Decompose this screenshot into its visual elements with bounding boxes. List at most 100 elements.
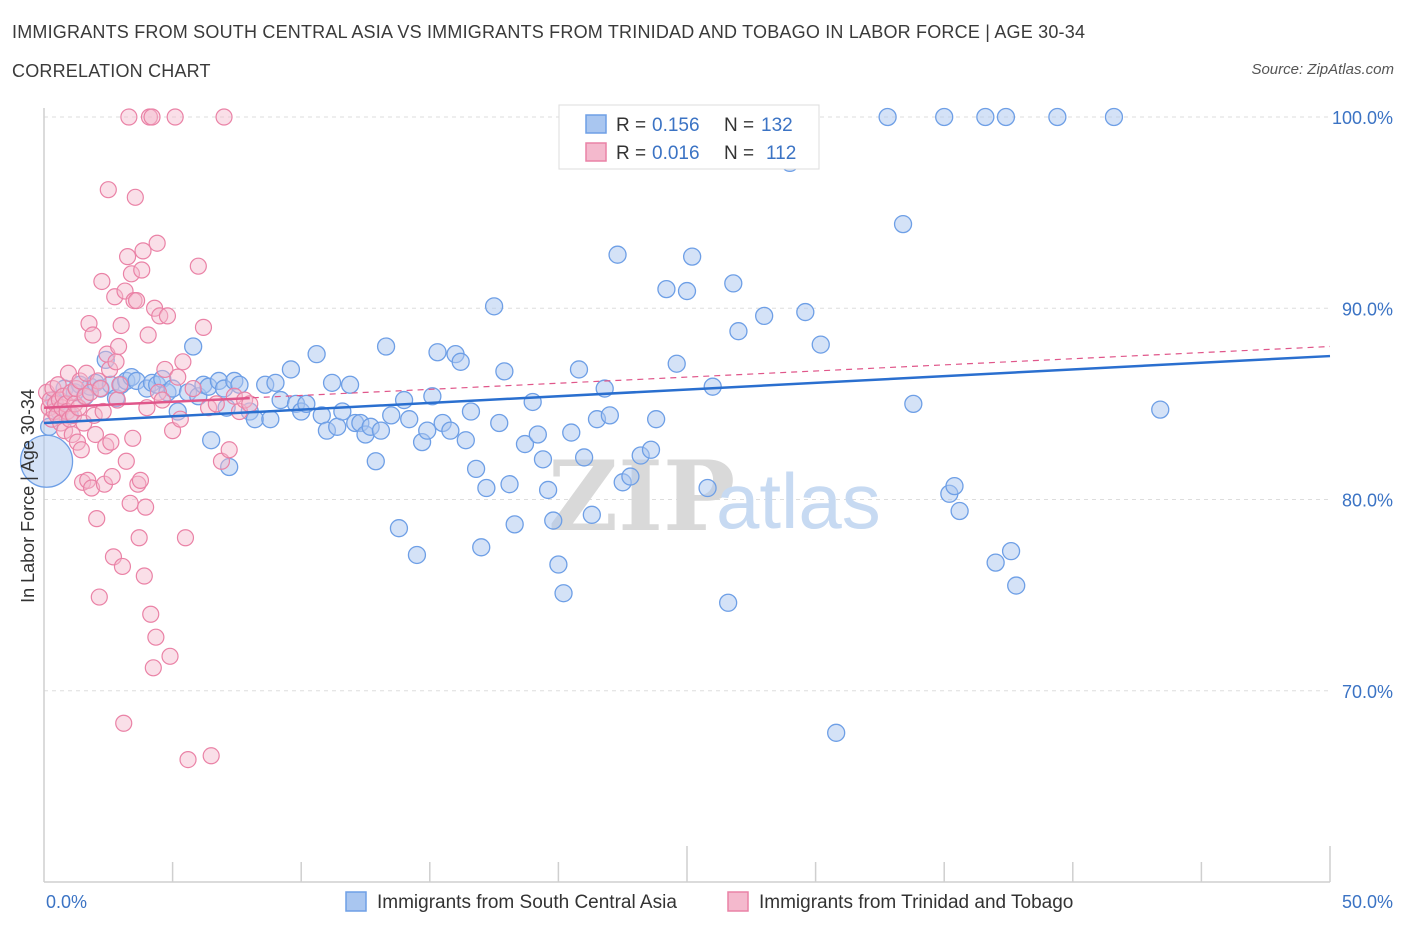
data-point-trinidad-tobago [169, 368, 187, 386]
data-point-south-central-asia [657, 279, 676, 299]
data-point-trinidad-tobago [124, 429, 142, 447]
data-point-south-central-asia [400, 410, 419, 429]
data-point-south-central-asia [600, 406, 619, 425]
data-point-south-central-asia [451, 352, 470, 371]
data-point-trinidad-tobago [118, 248, 137, 266]
data-point-south-central-asia [528, 425, 547, 444]
data-point-south-central-asia [878, 107, 897, 127]
data-point-trinidad-tobago [161, 647, 179, 665]
trend-lines [43, 345, 1331, 425]
data-point-trinidad-tobago [136, 498, 155, 516]
data-point-trinidad-tobago [127, 292, 146, 310]
y-tick-label: 80.0% [1342, 491, 1393, 511]
data-point-south-central-asia [682, 247, 702, 266]
data-point-trinidad-tobago [90, 588, 108, 606]
data-point-south-central-asia [1048, 107, 1067, 127]
y-tick-label: 100.0% [1332, 108, 1393, 128]
data-point-south-central-asia [538, 480, 558, 500]
x-tick-label-min: 0.0% [46, 892, 87, 912]
data-point-south-central-asia [796, 302, 815, 322]
data-point-trinidad-tobago [171, 410, 189, 428]
data-point-south-central-asia [461, 402, 481, 421]
data-point-trinidad-tobago [111, 376, 129, 394]
data-point-south-central-asia [96, 350, 115, 370]
data-point-trinidad-tobago [158, 307, 177, 325]
data-point-trinidad-tobago [179, 750, 197, 769]
data-point-south-central-asia [394, 390, 414, 410]
data-point-south-central-asia [724, 274, 743, 293]
data-point-trinidad-tobago [86, 425, 105, 444]
data-point-trinidad-tobago [202, 747, 220, 765]
data-point-trinidad-tobago [102, 433, 120, 451]
legend-series-pink-label: Immigrants from Trinidad and Tobago [759, 892, 1073, 913]
data-point-south-central-asia [608, 245, 627, 264]
data-point-trinidad-tobago [220, 441, 238, 459]
data-point-trinidad-tobago [166, 108, 184, 126]
data-point-south-central-asia [574, 448, 594, 467]
data-point-south-central-asia [376, 337, 396, 356]
data-point-south-central-asia [261, 410, 280, 429]
data-point-south-central-asia [976, 107, 995, 127]
data-point-trinidad-tobago [215, 108, 233, 126]
data-point-south-central-asia [935, 107, 954, 127]
legend-blue-r-label: R = [616, 115, 651, 136]
y-tick-labels: 70.0% 80.0% 90.0% 100.0% [1332, 108, 1393, 702]
trend-line-trinidad-tobago [43, 396, 250, 409]
data-point-trinidad-tobago [112, 316, 130, 335]
data-point-trinidad-tobago [109, 337, 128, 356]
legend-pink-r-value: 0.016 [652, 143, 700, 164]
y-tick-label: 90.0% [1342, 299, 1393, 319]
data-point-trinidad-tobago [88, 510, 106, 528]
data-point-south-central-asia [719, 593, 738, 612]
data-point-trinidad-tobago [82, 479, 101, 497]
data-point-south-central-asia [281, 360, 301, 379]
legend-pink-swatch [585, 142, 607, 162]
data-point-south-central-asia [533, 450, 553, 469]
data-point-trinidad-tobago [189, 257, 207, 275]
data-point-south-central-asia [582, 505, 601, 524]
data-point-south-central-asia [423, 387, 442, 406]
data-point-south-central-asia [827, 723, 846, 742]
data-point-south-central-asia [621, 467, 640, 486]
data-point-south-central-asia [986, 553, 1005, 572]
legend-series: Immigrants from South Central Asia Immig… [345, 891, 1073, 913]
data-point-south-central-asia [811, 335, 830, 354]
data-point-south-central-asia [366, 452, 385, 471]
data-point-south-central-asia [466, 459, 486, 479]
legend-stats: R = 0.156 N = 132 R = 0.016 N = 112 [558, 104, 820, 170]
data-point-trinidad-tobago [139, 326, 157, 344]
data-point-south-central-asia [477, 478, 496, 498]
data-point-trinidad-tobago [107, 353, 125, 371]
data-point-south-central-asia [266, 373, 285, 392]
data-point-trinidad-tobago [121, 494, 139, 512]
data-point-south-central-asia [667, 354, 686, 373]
legend-blue-n-value: 132 [761, 115, 793, 136]
data-point-trinidad-tobago [156, 360, 174, 379]
data-point-south-central-asia [322, 373, 342, 392]
data-point-south-central-asia [996, 107, 1016, 127]
series-trinidad-tobago [37, 108, 259, 769]
data-point-south-central-asia [554, 584, 573, 603]
zipatlas-watermark: ZIP atlas [548, 440, 881, 553]
data-point-south-central-asia [1001, 541, 1021, 561]
data-point-trinidad-tobago [84, 326, 102, 344]
legend-blue-n-label: N = [724, 115, 759, 136]
data-point-south-central-asia [495, 362, 514, 381]
data-point-south-central-asia [202, 431, 221, 450]
data-point-south-central-asia [729, 322, 748, 341]
axes [43, 108, 1330, 883]
data-point-south-central-asia [428, 343, 447, 362]
data-point-south-central-asia [641, 440, 661, 459]
data-point-trinidad-tobago [194, 318, 213, 336]
data-point-south-central-asia [1104, 107, 1124, 127]
chart-title: IMMIGRANTS FROM SOUTH CENTRAL ASIA VS IM… [12, 22, 1086, 42]
data-point-trinidad-tobago [131, 471, 150, 489]
legend-series-blue-swatch [345, 891, 367, 912]
data-point-trinidad-tobago [122, 265, 141, 283]
data-point-trinidad-tobago [153, 391, 171, 409]
data-point-trinidad-tobago [93, 272, 111, 291]
data-point-trinidad-tobago [142, 605, 160, 623]
legend-series-pink-swatch [727, 891, 749, 912]
data-point-south-central-asia [677, 281, 697, 301]
data-point-south-central-asia-large [19, 434, 74, 488]
